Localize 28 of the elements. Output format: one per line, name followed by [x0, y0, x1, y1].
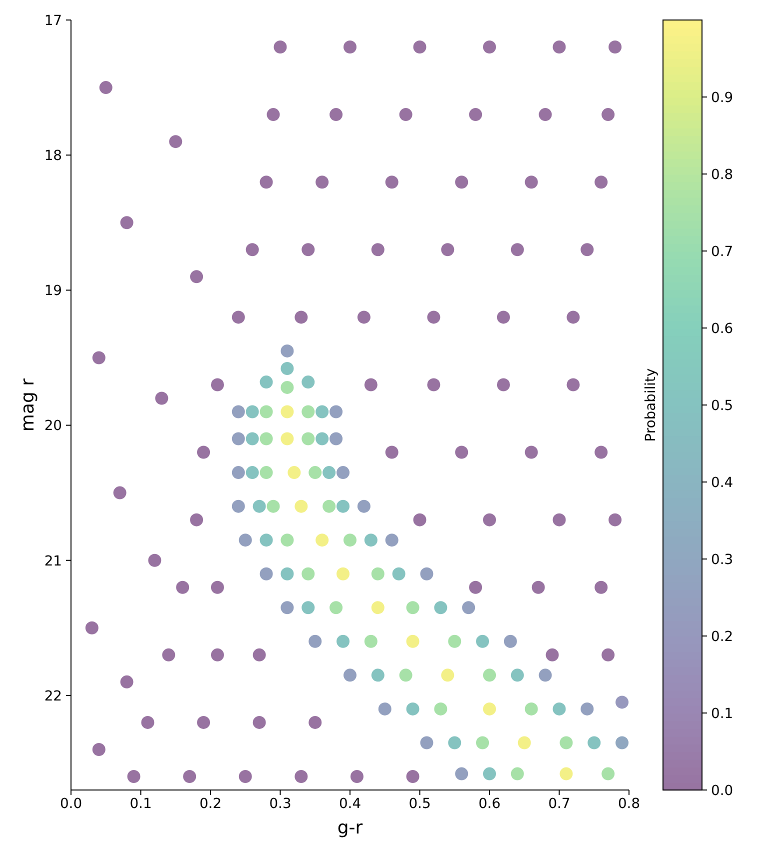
- x-tick-label: 0.4: [338, 796, 362, 812]
- y-tick-label: 17: [44, 12, 62, 29]
- color-bar-label: 0.7: [711, 244, 734, 260]
- x-tick-label: 0.8: [618, 796, 640, 812]
- color-bar-label: 0.1: [711, 706, 734, 722]
- y-tick-label: 19: [44, 283, 62, 300]
- color-bar-label: 0.9: [711, 90, 734, 106]
- y-axis-title: mag r: [17, 378, 38, 432]
- color-bar-title: Probability: [642, 368, 659, 442]
- x-tick-label: 0.0: [60, 796, 82, 812]
- x-tick-label: 0.5: [408, 796, 431, 812]
- x-tick-label: 0.1: [130, 796, 152, 812]
- color-bar-label: 0.6: [711, 320, 734, 337]
- y-tick-label: 21: [44, 553, 62, 570]
- color-bar-label: 0.4: [711, 474, 734, 491]
- color-bar-label: 0.0: [711, 782, 734, 799]
- x-tick-label: 0.2: [199, 796, 222, 812]
- x-tick-label: 0.6: [478, 796, 501, 812]
- x-axis-title: g-r: [337, 817, 364, 838]
- y-tick-label: 22: [44, 688, 62, 704]
- x-tick-label: 0.3: [269, 796, 292, 812]
- color-bar-label: 0.2: [711, 628, 734, 645]
- color-bar-label: 0.3: [711, 552, 734, 568]
- x-tick-label: 0.7: [548, 796, 570, 812]
- color-bar-label: 0.8: [711, 166, 734, 183]
- color-bar-label: 0.5: [711, 398, 734, 414]
- y-tick-label: 20: [44, 418, 62, 434]
- y-tick-label: 18: [44, 148, 62, 164]
